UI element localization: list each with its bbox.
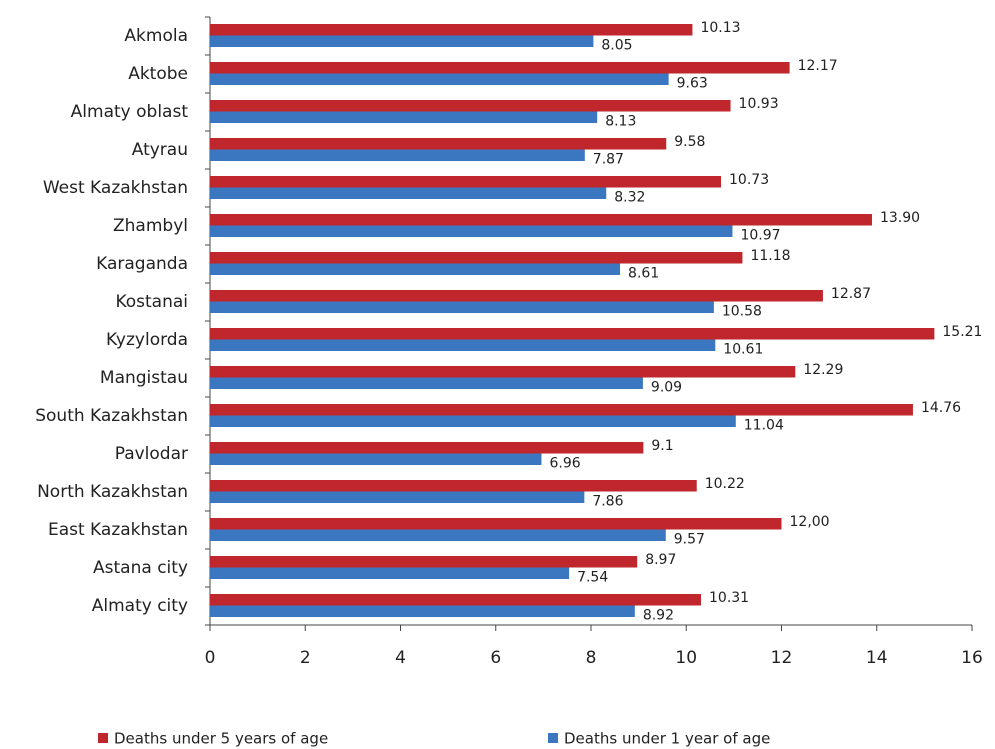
bar [210,529,666,541]
bar [210,480,697,492]
value-label: 9.09 [651,379,682,395]
value-label: 12.87 [831,286,871,302]
bar [210,442,644,454]
value-label: 10.58 [722,303,762,319]
category-label: Karaganda [96,254,188,274]
bar [210,62,790,74]
value-label: 8.61 [628,265,659,281]
legend-label: Deaths under 5 years of age [114,730,328,748]
x-tick-label: 12 [771,648,793,668]
bar [210,415,736,427]
bar [210,556,638,568]
bar [210,339,716,351]
bar [210,518,782,530]
bar [210,605,635,617]
value-label: 10.31 [709,590,749,606]
category-label: East Kazakhstan [48,520,188,540]
bar [210,567,570,579]
bar [210,404,913,416]
x-tick-label: 6 [490,648,501,668]
x-tick-label: 14 [866,648,888,668]
bar [210,73,669,85]
bar [210,138,667,150]
x-tick-label: 8 [586,648,597,668]
legend-swatch [548,733,558,743]
value-label: 7.87 [593,151,624,167]
bar [210,328,935,340]
bar [210,594,702,606]
value-label: 7.86 [592,493,623,509]
category-label: Astana city [93,558,188,578]
category-label: West Kazakhstan [43,178,188,198]
value-label: 10.61 [723,341,763,357]
value-label: 9.57 [674,531,705,547]
value-label: 8.05 [601,37,632,53]
value-label: 14.76 [921,400,961,416]
x-tick-label: 10 [675,648,697,668]
category-label: Kyzylorda [106,330,188,350]
category-label: Zhambyl [113,216,188,236]
category-label: Mangistau [100,368,188,388]
bar [210,176,722,188]
category-label: Atyrau [132,140,188,160]
bar [210,35,594,47]
x-tick-label: 16 [961,648,983,668]
category-label: Almaty city [92,596,188,616]
bar [210,263,621,275]
bar [210,111,598,123]
x-tick-label: 0 [205,648,216,668]
bar [210,187,607,199]
category-label: Almaty oblast [71,102,189,122]
value-label: 10.13 [700,20,740,36]
value-label: 12.17 [798,58,838,74]
bar [210,453,542,465]
bar [210,290,823,302]
legend-swatch [98,733,108,743]
category-label: Kostanai [115,292,188,312]
bar [210,366,796,378]
value-label: 10.73 [729,172,769,188]
category-label: Akmola [124,26,188,46]
bar [210,225,733,237]
x-tick-label: 4 [395,648,406,668]
bar [210,100,731,112]
value-label: 8.97 [645,552,676,568]
bar [210,491,585,503]
value-label: 10.93 [739,96,779,112]
value-label: 11.18 [750,248,790,264]
legend-label: Deaths under 1 year of age [564,730,770,748]
category-label: Aktobe [128,64,188,84]
value-label: 13.90 [880,210,920,226]
value-label: 8.32 [614,189,645,205]
value-label: 12,00 [790,514,830,530]
bar [210,252,743,264]
value-label: 10.97 [740,227,780,243]
category-label: Pavlodar [115,444,188,464]
value-label: 9.63 [677,75,708,91]
value-label: 11.04 [744,417,784,433]
value-label: 8.13 [605,113,636,129]
bar [210,24,693,36]
value-label: 9.58 [674,134,705,150]
bar [210,377,643,389]
value-label: 6.96 [549,455,580,471]
bar [210,214,872,226]
bar [210,301,714,313]
value-label: 7.54 [577,569,608,585]
value-label: 9.1 [651,438,673,454]
category-label: North Kazakhstan [37,482,188,502]
bar [210,149,585,161]
value-label: 8.92 [643,607,674,623]
x-tick-label: 2 [300,648,311,668]
value-label: 10.22 [705,476,745,492]
value-label: 15.21 [942,324,982,340]
category-label: South Kazakhstan [35,406,188,426]
value-label: 12.29 [803,362,843,378]
